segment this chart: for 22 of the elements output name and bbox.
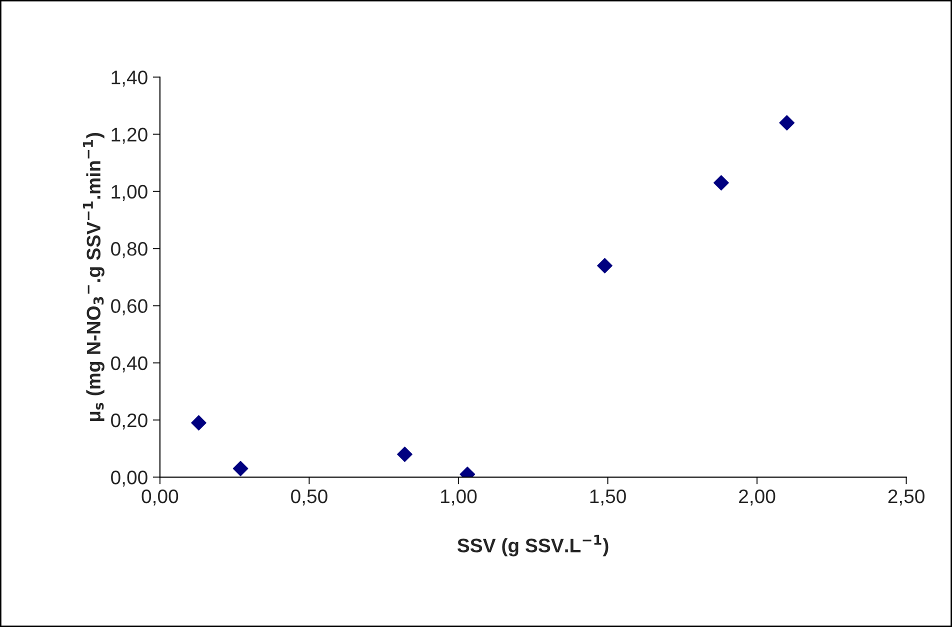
x-tick-label: 1,50: [590, 489, 626, 506]
point: [397, 446, 412, 462]
x-tick-label: 2,50: [888, 489, 924, 506]
y-tick-label: 1,20: [112, 128, 148, 144]
text: μ$_{s}$ (mg N-NO$_{3}$$^{−}$.g SSV$^{−1}$.min$^{−1}$): [82, 132, 104, 422]
x-tick-label: 0,50: [291, 489, 328, 506]
y-tick-label: 0,00: [111, 470, 148, 487]
point: [597, 258, 612, 274]
x-tick-label: 0,00: [142, 489, 178, 506]
y-tick-label: 1,00: [112, 184, 148, 201]
point: [191, 415, 206, 431]
x-tick-label: 1,00: [441, 489, 477, 506]
point: [779, 115, 795, 131]
x-tick-label: 2,00: [739, 489, 776, 506]
y-tick-label: 0,60: [111, 299, 148, 316]
point: [714, 175, 729, 191]
y-tick-label: 0,40: [111, 356, 148, 372]
y-tick-label: 1,40: [112, 70, 148, 87]
point: [232, 460, 248, 476]
y-tick-label: 0,80: [111, 242, 148, 258]
y-tick-label: 0,20: [111, 413, 148, 430]
x-axis-title: SSV (g SSV.L$^{−1}$): [457, 534, 608, 556]
